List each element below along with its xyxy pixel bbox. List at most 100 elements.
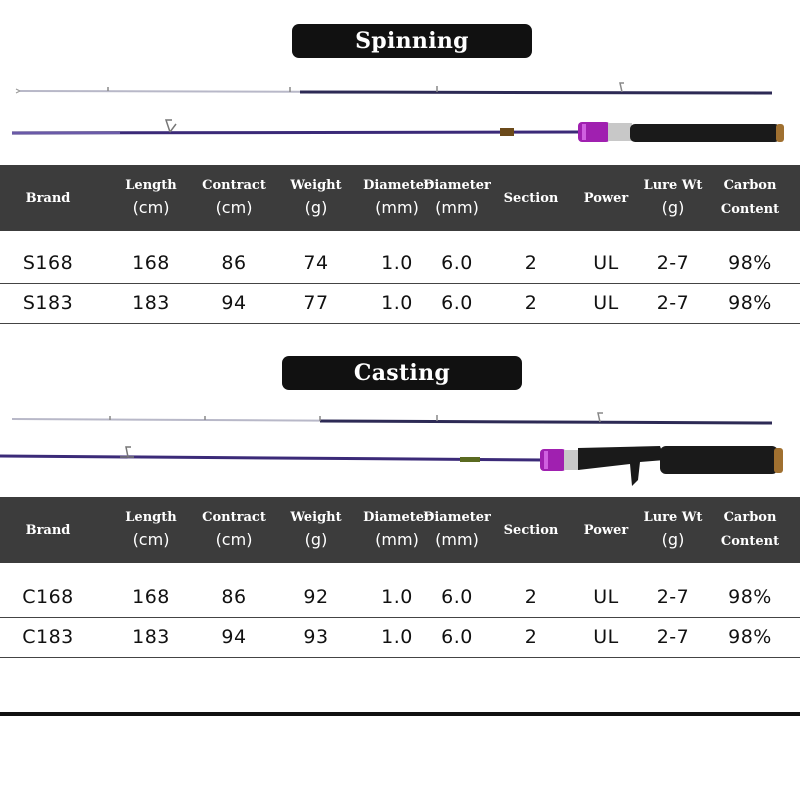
header-unit: (cm): [132, 198, 170, 217]
header-unit: (g): [661, 530, 685, 549]
header-carbon-content: Carbon Content: [711, 165, 789, 231]
header-lure-wt: Lure Wt (g): [634, 165, 712, 231]
header-diameter-1: Diameter (mm): [358, 497, 436, 563]
header-unit: (g): [304, 198, 328, 217]
cell-section: 2: [524, 252, 538, 274]
cell-section: 2: [524, 626, 538, 648]
cell-length: 183: [132, 626, 170, 648]
cell-diameter-1: 1.0: [381, 586, 413, 608]
header-brand: Brand: [9, 165, 87, 231]
cell-weight: 93: [303, 626, 329, 648]
cell-contract: 94: [221, 292, 247, 314]
cell-length: 183: [132, 292, 170, 314]
cell-length: 168: [132, 252, 170, 274]
header-brand: Brand: [9, 497, 87, 563]
cell-length: 168: [132, 586, 170, 608]
header-carbon-content: Carbon Content: [711, 497, 789, 563]
header-label: Weight: [290, 178, 342, 193]
header-unit: (g): [661, 198, 685, 217]
cell-power: UL: [593, 252, 619, 274]
header-diameter-2: Diameter (mm): [418, 497, 496, 563]
header-label: Weight: [290, 510, 342, 525]
cell-diameter-1: 1.0: [381, 626, 413, 648]
cell-brand: C168: [22, 586, 74, 608]
header-label: Diameter: [423, 510, 491, 525]
header-lure-wt: Lure Wt (g): [634, 497, 712, 563]
spinning-rod-illustration: [11, 82, 784, 142]
table-row: C168 168 86 92 1.0 6.0 2 UL 2-7 98%: [0, 577, 800, 618]
header-unit: Content: [720, 534, 780, 549]
header-unit: (g): [304, 530, 328, 549]
header-label: Diameter: [363, 510, 431, 525]
cell-carbon-content: 98%: [728, 626, 772, 648]
header-unit: Content: [720, 202, 780, 217]
header-section: Section: [492, 497, 570, 563]
cell-contract: 94: [221, 626, 247, 648]
cell-diameter-2: 6.0: [441, 586, 473, 608]
header-label: Contract: [202, 510, 266, 525]
cell-weight: 92: [303, 586, 329, 608]
cell-brand: S168: [22, 252, 74, 274]
header-unit: (mm): [435, 530, 479, 549]
cell-power: UL: [593, 586, 619, 608]
spinning-table-header: Brand Length (cm) Contract (cm) Weight (g) Diam…: [0, 165, 800, 231]
table-row: S183 183 94 77 1.0 6.0 2 UL 2-7 98%: [0, 283, 800, 324]
table-row: C183 183 94 93 1.0 6.0 2 UL 2-7 98%: [0, 617, 800, 658]
header-power: Power: [567, 165, 645, 231]
header-unit: (mm): [435, 198, 479, 217]
cell-diameter-2: 6.0: [441, 626, 473, 648]
header-unit: (cm): [132, 530, 170, 549]
cell-section: 2: [524, 586, 538, 608]
header-label: Power: [583, 522, 629, 538]
cell-power: UL: [593, 292, 619, 314]
header-label: Section: [503, 190, 559, 206]
header-label: Lure Wt: [643, 178, 703, 193]
header-label: Carbon: [723, 178, 777, 193]
header-label: Length: [125, 510, 177, 525]
cell-carbon-content: 98%: [728, 292, 772, 314]
header-label: Length: [125, 178, 177, 193]
header-label: Contract: [202, 178, 266, 193]
header-contract: Contract (cm): [195, 497, 273, 563]
cell-carbon-content: 98%: [728, 252, 772, 274]
header-label: Diameter: [363, 178, 431, 193]
header-unit: (cm): [215, 198, 253, 217]
casting-title: Casting: [282, 356, 522, 390]
cell-weight: 74: [303, 252, 329, 274]
header-unit: (mm): [375, 198, 419, 217]
cell-section: 2: [524, 292, 538, 314]
cell-diameter-1: 1.0: [381, 252, 413, 274]
header-label: Diameter: [423, 178, 491, 193]
casting-rod-illustration: [0, 412, 783, 486]
cell-weight: 77: [303, 292, 329, 314]
cell-diameter-1: 1.0: [381, 292, 413, 314]
header-power: Power: [567, 497, 645, 563]
header-diameter-1: Diameter (mm): [358, 165, 436, 231]
header-diameter-2: Diameter (mm): [418, 165, 496, 231]
cell-lure-wt: 2-7: [656, 586, 690, 608]
cell-diameter-2: 6.0: [441, 292, 473, 314]
bottom-divider: [0, 712, 800, 716]
header-section: Section: [492, 165, 570, 231]
header-label: Power: [583, 190, 629, 206]
header-weight: Weight (g): [277, 165, 355, 231]
header-unit: (cm): [215, 530, 253, 549]
cell-brand: S183: [22, 292, 74, 314]
header-label: Brand: [25, 522, 71, 538]
header-length: Length (cm): [112, 497, 190, 563]
cell-carbon-content: 98%: [728, 586, 772, 608]
cell-contract: 86: [221, 586, 247, 608]
header-unit: (mm): [375, 530, 419, 549]
header-contract: Contract (cm): [195, 165, 273, 231]
cell-contract: 86: [221, 252, 247, 274]
header-label: Brand: [25, 190, 71, 206]
header-label: Carbon: [723, 510, 777, 525]
casting-table-header: Brand Length (cm) Contract (cm) Weight (g) Diam…: [0, 497, 800, 563]
header-weight: Weight (g): [277, 497, 355, 563]
header-length: Length (cm): [112, 165, 190, 231]
table-row: S168 168 86 74 1.0 6.0 2 UL 2-7 98%: [0, 243, 800, 284]
cell-lure-wt: 2-7: [656, 252, 690, 274]
header-label: Section: [503, 522, 559, 538]
header-label: Lure Wt: [643, 510, 703, 525]
cell-lure-wt: 2-7: [656, 292, 690, 314]
